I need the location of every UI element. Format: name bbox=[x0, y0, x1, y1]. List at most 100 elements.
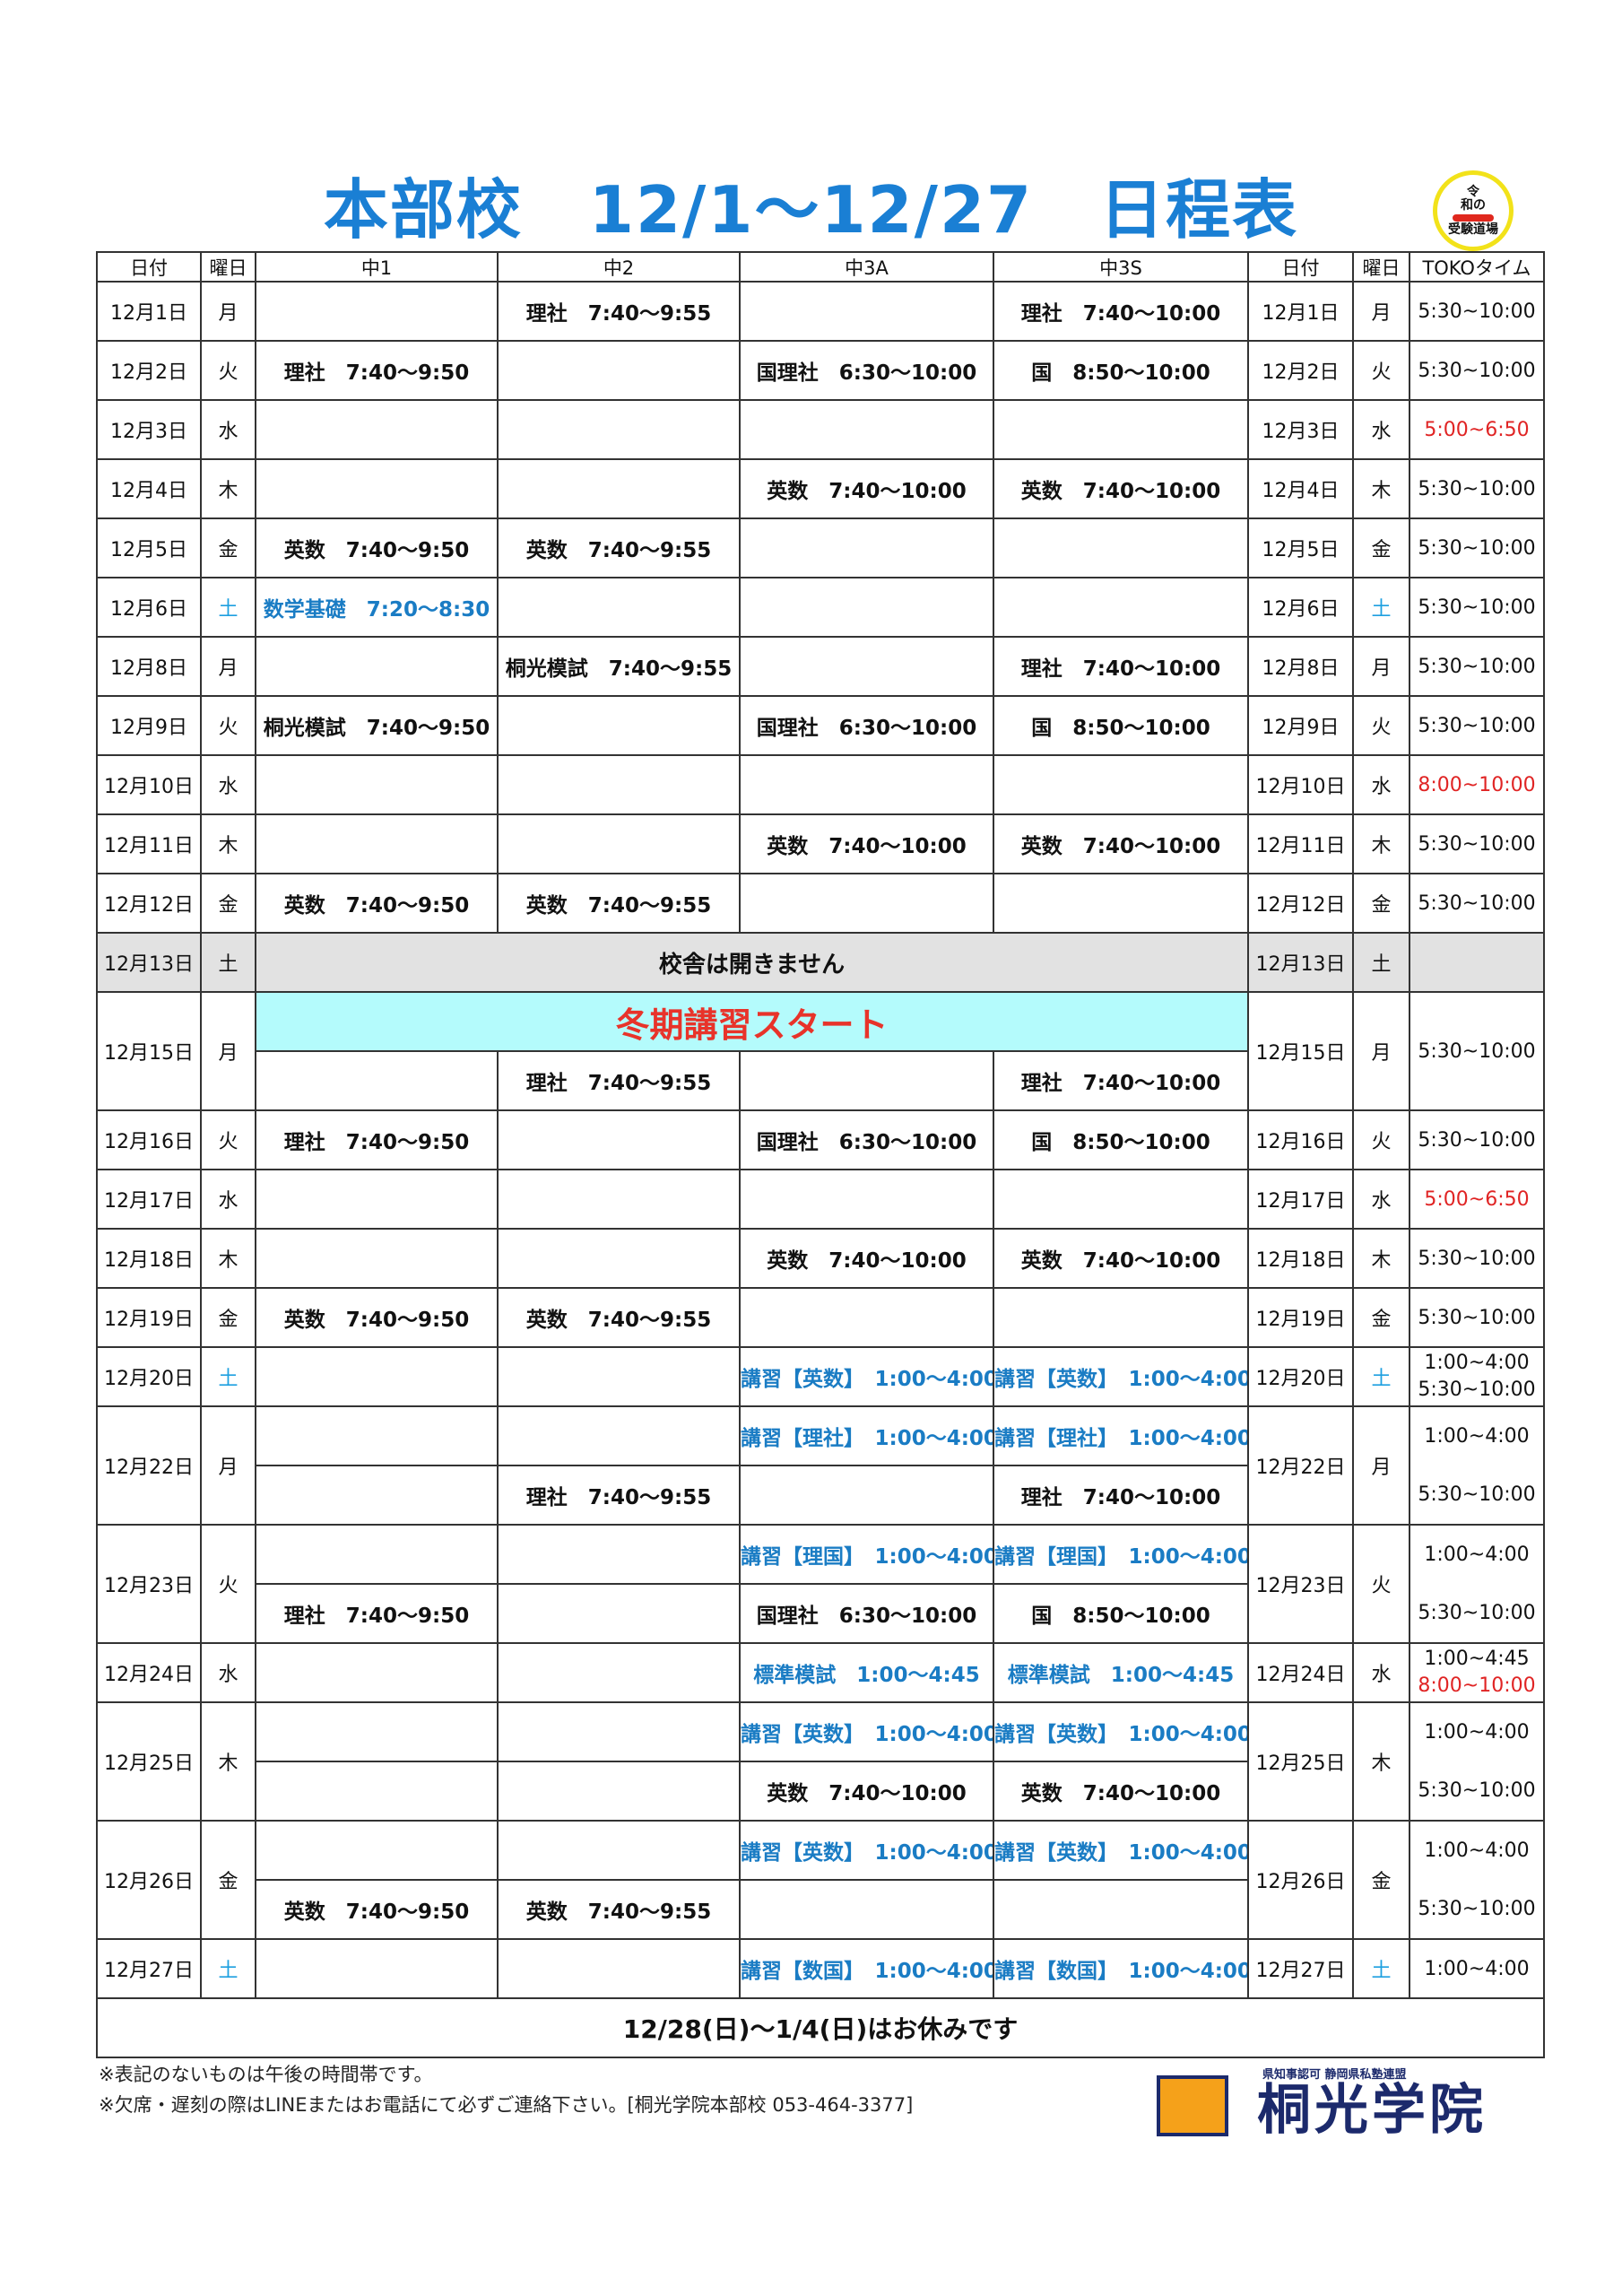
class-cell: 国理社 6:30～10:00 bbox=[739, 340, 994, 401]
class-cell bbox=[497, 1701, 741, 1762]
class-cell: 理社 7:40～9:50 bbox=[255, 1583, 499, 1644]
class-cell: 講習【英数】 1:00～4:00 bbox=[993, 1820, 1249, 1881]
class-cell: 英数 7:40～9:55 bbox=[497, 517, 741, 578]
class-cell: 英数 7:40～10:00 bbox=[739, 458, 994, 519]
class-cell bbox=[739, 399, 994, 460]
class-cell: 国 8:50～10:00 bbox=[993, 1109, 1249, 1170]
table-row: 12月20日土講習【英数】 1:00～4:00 講習【英数】 1:00～4:00 1… bbox=[96, 1346, 1545, 1407]
header-row: 日付 曜日 中1 中2 中3A 中3S 日付 曜日 TOKOタイム bbox=[96, 251, 1545, 283]
class-cell: 英数 7:40～9:55 bbox=[497, 1879, 741, 1940]
class-cell bbox=[497, 813, 741, 874]
date-cell: 12月8日 bbox=[96, 636, 202, 697]
weekday-cell-right: 土 bbox=[1352, 1346, 1410, 1407]
class-cell bbox=[497, 1938, 741, 1999]
table-row: 12月13日土校舎は開きません 12月13日土 bbox=[96, 932, 1545, 993]
toko-times: 1:00~4:00 5:30~10:00 bbox=[1411, 1822, 1542, 1937]
date-cell: 12月19日 bbox=[96, 1287, 202, 1348]
class-cell: 国理社 6:30～10:00 bbox=[739, 1583, 994, 1644]
date-cell-right: 12月4日 bbox=[1247, 458, 1354, 519]
class-cell bbox=[993, 873, 1249, 934]
weekday-cell: 土 bbox=[200, 1346, 256, 1407]
toko-times: 1:00~4:00 5:30~10:00 bbox=[1411, 1704, 1542, 1819]
date-cell: 12月18日 bbox=[96, 1228, 202, 1289]
class-cell bbox=[497, 1524, 741, 1585]
class-cell: 理社 7:40～9:55 bbox=[497, 1465, 741, 1526]
toko-gakuin-logo: 県知事認可 静岡県私塾連盟 桐光学院 bbox=[1157, 2065, 1533, 2145]
class-cell bbox=[255, 1761, 499, 1822]
class-cell bbox=[739, 517, 994, 578]
date-cell: 12月6日 bbox=[96, 577, 202, 638]
class-cell: 理社 7:40～10:00 bbox=[993, 1050, 1249, 1111]
class-cell: 英数 7:40～9:50 bbox=[255, 873, 499, 934]
weekday-cell-right: 火 bbox=[1352, 340, 1410, 401]
weekday-cell-right: 木 bbox=[1352, 813, 1410, 874]
class-cell bbox=[255, 636, 499, 697]
class-cell bbox=[255, 281, 499, 342]
table-row: 12月27日土講習【数国】 1:00～4:00 講習【数国】 1:00～4:00 1… bbox=[96, 1938, 1545, 1999]
weekday-cell: 月 bbox=[200, 991, 256, 1111]
toko-times: 1:00~4:00 5:30~10:00 bbox=[1411, 1526, 1542, 1641]
toko-time: 5:30~10:00 bbox=[1418, 1378, 1536, 1401]
weekday-cell: 木 bbox=[200, 458, 256, 519]
toko-time-cell: 5:30~10:00 bbox=[1409, 281, 1545, 342]
toko-times: 1:00~4:00 5:30~10:00 bbox=[1411, 1408, 1542, 1523]
toko-time-cell: 5:30~10:00 bbox=[1409, 1287, 1545, 1348]
table-row: 理社 7:40～9:50 国理社 6:30～10:00 国 8:50～10:00 bbox=[97, 1583, 1544, 1644]
weekday-cell-right: 木 bbox=[1352, 458, 1410, 519]
class-cell bbox=[739, 873, 994, 934]
date-cell-right: 12月6日 bbox=[1247, 577, 1354, 638]
date-cell: 12月20日 bbox=[96, 1346, 202, 1407]
class-cell: 国理社 6:30～10:00 bbox=[739, 695, 994, 756]
class-cell: 講習【数国】 1:00～4:00 bbox=[993, 1938, 1249, 1999]
class-cell bbox=[497, 1405, 741, 1466]
table-row: 理社 7:40～9:55 理社 7:40～10:00 bbox=[97, 1465, 1544, 1526]
class-cell: 理社 7:40～10:00 bbox=[993, 281, 1249, 342]
class-cell bbox=[993, 577, 1249, 638]
class-cell: 英数 7:40～10:00 bbox=[739, 1228, 994, 1289]
class-cell: 国 8:50～10:00 bbox=[993, 695, 1249, 756]
date-cell-right: 12月23日 bbox=[1247, 1524, 1354, 1644]
weekday-cell-right: 月 bbox=[1352, 1405, 1410, 1526]
toko-time-cell: 1:00~4:00 5:30~10:00 bbox=[1409, 1820, 1545, 1940]
book-pen-icon bbox=[1157, 2075, 1228, 2136]
toko-time: 1:00~4:45 bbox=[1424, 1648, 1530, 1670]
table-row: 英数 7:40～9:50 英数 7:40～9:55 bbox=[97, 1879, 1544, 1940]
toko-time-cell: 1:00~4:45 8:00~10:00 bbox=[1409, 1642, 1545, 1703]
class-cell bbox=[497, 1820, 741, 1881]
class-cell: 英数 7:40～9:50 bbox=[255, 1879, 499, 1940]
class-cell: 英数 7:40～10:00 bbox=[993, 813, 1249, 874]
weekday-cell: 月 bbox=[200, 281, 256, 342]
page-title: 本部校 12/1～12/27 日程表 bbox=[323, 172, 1299, 248]
holiday-notice: 12/28(日)～1/4(日)はお休みです bbox=[96, 1997, 1545, 2058]
weekday-cell-right: 土 bbox=[1352, 577, 1410, 638]
table-row: 理社 7:40～9:55 理社 7:40～10:00 bbox=[97, 1050, 1544, 1111]
class-cell: 講習【英数】 1:00～4:00 bbox=[739, 1820, 994, 1881]
class-cell: 国 8:50～10:00 bbox=[993, 1583, 1249, 1644]
toko-time: 5:30~10:00 bbox=[1418, 1779, 1536, 1802]
column-header: 曜日 bbox=[1352, 251, 1410, 283]
table-row: 12月18日木英数 7:40～10:00 英数 7:40～10:00 12月18日木… bbox=[96, 1228, 1545, 1289]
weekday-cell: 水 bbox=[200, 1642, 256, 1703]
weekday-cell-right: 水 bbox=[1352, 754, 1410, 815]
toko-time: 5:30~10:00 bbox=[1418, 1602, 1536, 1624]
date-cell-right: 12月15日 bbox=[1247, 991, 1354, 1111]
closed-notice: 校舎は開きません bbox=[255, 932, 1249, 993]
class-cell bbox=[497, 695, 741, 756]
weekday-cell-right: 水 bbox=[1352, 1642, 1410, 1703]
class-cell: 講習【英数】 1:00～4:00 bbox=[739, 1346, 994, 1407]
column-header: TOKOタイム bbox=[1409, 251, 1545, 283]
winter-course-start-banner: 冬期講習スタート bbox=[255, 991, 1249, 1052]
date-cell-right: 12月12日 bbox=[1247, 873, 1354, 934]
class-cell: 講習【理国】 1:00～4:00 bbox=[739, 1524, 994, 1585]
date-cell-right: 12月20日 bbox=[1247, 1346, 1354, 1407]
holiday-row: 12/28(日)～1/4(日)はお休みです bbox=[96, 1997, 1545, 2058]
toko-time-cell: 5:00~6:50 bbox=[1409, 399, 1545, 460]
toko-time-cell: 5:30~10:00 bbox=[1409, 1228, 1545, 1289]
class-cell bbox=[255, 1405, 499, 1466]
footnotes: ※表記のないものは午後の時間帯です。 ※欠席・遅刻の際はLINEまたはお電話にて… bbox=[99, 2059, 913, 2120]
logo-name: 桐光学院 bbox=[1257, 2079, 1487, 2142]
toko-time-cell: 5:30~10:00 bbox=[1409, 873, 1545, 934]
column-header: 日付 bbox=[96, 251, 202, 283]
date-cell: 12月12日 bbox=[96, 873, 202, 934]
class-cell bbox=[255, 1642, 499, 1703]
